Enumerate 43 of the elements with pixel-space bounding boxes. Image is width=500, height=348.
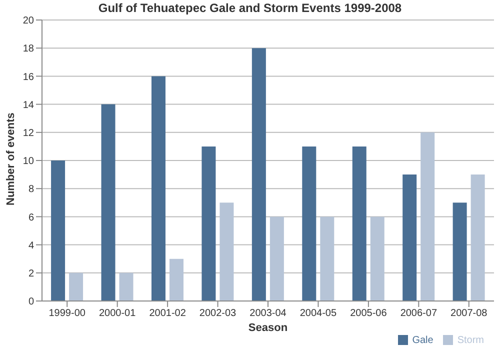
y-tick-label: 16 [22,72,34,83]
y-tick-label: 4 [28,240,34,252]
x-tick-label: 2000-01 [98,308,136,320]
bar [202,146,216,301]
bar [270,216,284,301]
x-tick-label: 2006-07 [400,308,438,320]
bar [51,160,66,301]
bar [370,216,384,301]
x-tick-label: 2007-08 [450,308,488,320]
bar [352,146,366,301]
y-tick-label: 8 [28,184,34,196]
bar [220,202,234,301]
bar [452,202,467,301]
legend-label: Gale [412,335,434,346]
chart-title: Gulf of Tehuatepec Gale and Storm Events 1999-2008 [97,0,403,16]
y-axis-title: Number of events [4,112,17,206]
y-tick-label: 2 [28,268,34,280]
y-tick-label: 20 [22,16,34,27]
y-tick-label: 12 [22,128,34,139]
x-tick-label: 1999-00 [48,308,86,320]
x-tick-label: 2003-04 [250,308,287,320]
bar [101,104,116,301]
y-tick-label: 0 [28,296,34,308]
x-tick-label: 2002-03 [199,308,237,320]
bar [151,76,166,301]
bar [169,258,184,301]
y-tick-label: 18 [22,44,34,55]
legend-label: Storm [457,335,484,346]
x-tick-label: 2001-02 [149,308,186,320]
y-tick-label: 6 [28,212,34,224]
x-tick-label: 2004-05 [300,308,338,320]
bar [69,272,84,301]
bar [420,132,435,301]
bar [252,48,266,301]
x-axis-title: Season [248,322,288,334]
bar [470,174,485,301]
y-tick-label: 10 [22,156,34,168]
x-tick-label: 2005-06 [350,308,388,320]
bar [119,272,134,301]
y-tick-label: 14 [22,100,34,111]
bar [302,146,316,301]
bar [320,216,334,301]
bar [402,174,417,301]
